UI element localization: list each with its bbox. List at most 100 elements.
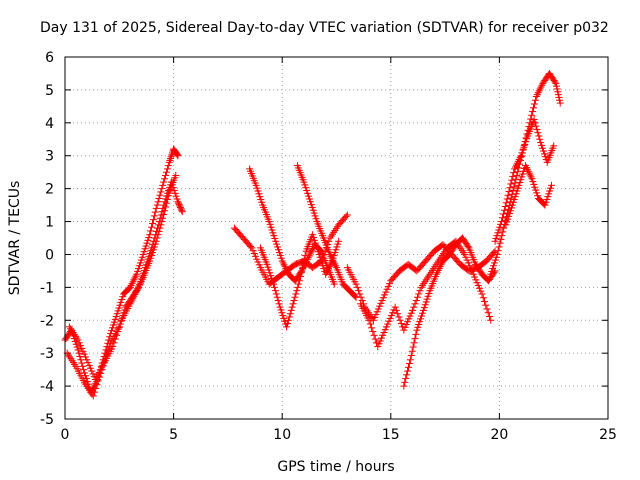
data-point [113,331,121,339]
series-track-f-midday [256,231,343,331]
data-point [164,162,172,170]
data-point [493,250,501,258]
data-point [273,293,281,301]
y-tick-label: -2 [40,313,54,329]
data-point [356,290,364,298]
data-point [157,188,165,196]
data-point [531,96,539,104]
data-point [415,290,423,298]
data-point [496,239,504,247]
data-point [157,221,165,229]
data-point [285,313,293,321]
data-point [416,287,424,295]
data-point [271,287,279,295]
data-point [529,108,537,116]
data-point [404,367,412,375]
data-point [153,234,161,242]
series-track-g-midday [293,162,360,301]
data-point [409,343,417,351]
data-point [297,268,305,276]
data-point [161,207,169,215]
data-point [300,256,308,264]
x-tick-label: 0 [61,427,70,443]
x-tick-label: 10 [273,427,291,443]
x-tick-label: 20 [490,427,508,443]
data-point [479,294,487,302]
data-point [291,293,299,301]
data-point [149,219,157,227]
data-point [499,228,507,236]
data-point [159,181,167,189]
data-point [148,223,156,231]
data-point [499,214,507,222]
data-point [178,208,186,216]
data-point [556,99,564,107]
data-point [272,290,280,298]
data-point [162,203,170,211]
data-point [396,316,404,324]
data-point [298,264,306,272]
data-point [154,231,162,239]
data-point [394,310,402,318]
data-point [487,316,495,324]
data-point [115,324,123,332]
chart-title: Day 131 of 2025, Sidereal Day-to-day VTE… [40,20,609,36]
data-point [158,185,166,193]
y-tick-label: -3 [40,346,54,362]
series-track-j-evening [400,234,499,390]
data-point [162,168,170,176]
data-point [408,347,416,355]
data-point [403,371,411,379]
data-point [178,206,186,214]
data-point [352,280,360,288]
data-point [355,287,363,295]
data-point [397,320,405,328]
data-point [274,297,282,305]
data-point [163,195,171,203]
data-point [485,313,493,321]
data-point [357,293,365,301]
data-point [154,198,162,206]
data-point [369,328,377,336]
data-point [412,297,420,305]
data-point [297,273,305,281]
data-point [164,192,172,200]
data-point [172,171,180,179]
data-point [551,78,559,86]
x-tick-label: 25 [599,427,617,443]
data-point [151,208,159,216]
data-point [90,388,98,396]
x-tick-labels: 0 5 10 15 20 25 [61,427,617,443]
data-point [400,382,408,390]
data-point [371,335,379,343]
data-point [508,176,516,184]
y-tick-label: -1 [40,280,54,296]
data-point [410,303,418,311]
data-point [173,151,181,159]
data-point [89,392,97,400]
series-track-c-night [65,171,180,384]
data-point [146,231,154,239]
data-point [530,104,538,112]
data-point [506,184,514,192]
data-point [296,277,304,285]
data-point [162,171,170,179]
y-tick-label: 2 [45,182,54,198]
plot-frame [64,56,609,420]
data-point [293,287,301,295]
data-point [283,320,291,328]
data-point [110,339,118,347]
data-point [158,218,166,226]
data-point [287,306,295,314]
y-tick-label: 6 [45,50,54,66]
data-point [391,303,399,311]
data-point [502,199,510,207]
data-point [499,210,507,218]
y-tick-label: -5 [40,412,54,428]
data-point [534,129,542,137]
y-tick-labels: -5 -4 -3 -2 -1 0 1 2 3 4 5 6 [40,50,54,428]
data-point [342,212,350,220]
data-point [392,306,400,314]
